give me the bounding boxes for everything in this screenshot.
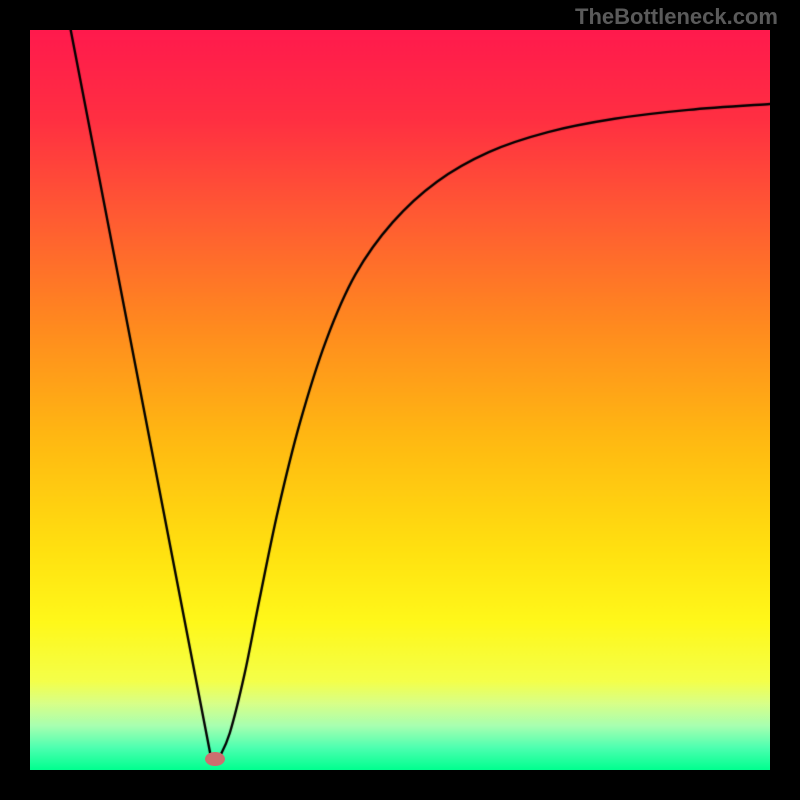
bottleneck-curve [30,30,770,770]
watermark-text: TheBottleneck.com [575,4,778,30]
minimum-marker [205,752,225,766]
plot-area [30,30,770,770]
